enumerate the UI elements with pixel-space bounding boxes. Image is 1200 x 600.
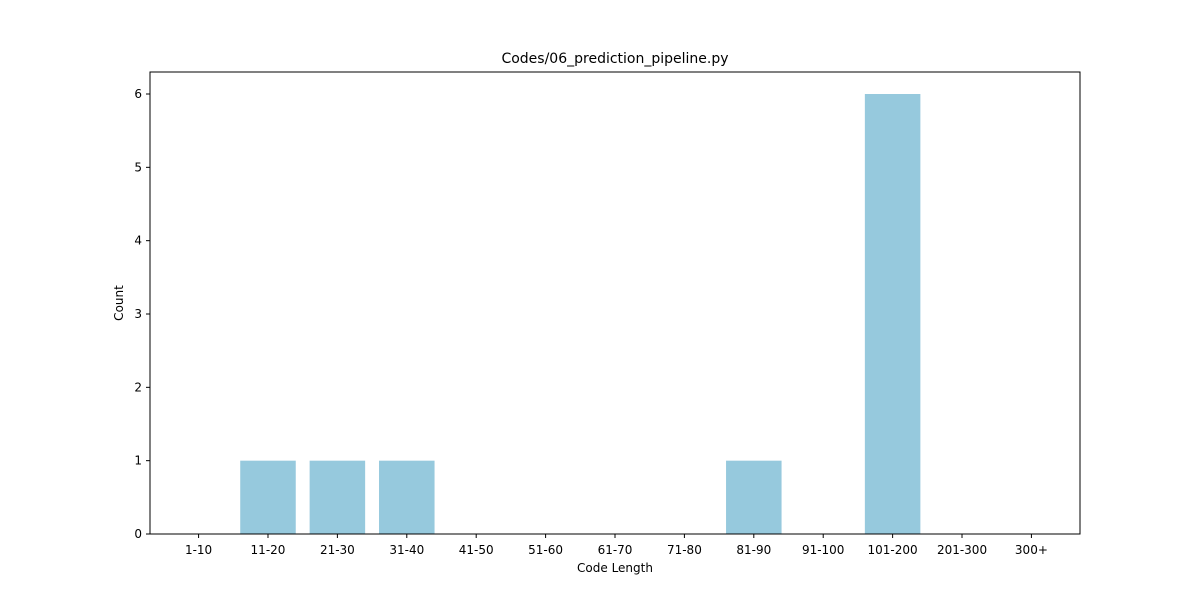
bar-31-40: [379, 460, 435, 534]
x-tick-label: 51-60: [528, 543, 563, 557]
bar-21-30: [309, 460, 366, 534]
bars-group: [240, 94, 921, 534]
x-tick-label: 101-200: [868, 543, 918, 557]
y-axis-ticks: 0 1 2 3 4 5 6: [134, 87, 150, 541]
bar-101-200: [864, 94, 921, 534]
x-tick-label: 21-30: [320, 543, 355, 557]
x-tick-label: 31-40: [389, 543, 424, 557]
x-axis-ticks: 1-10 11-20 21-30 31-40 41-50 51-60 61-70 71-80 8…: [185, 534, 1048, 557]
x-tick-label: 1-10: [185, 543, 212, 557]
y-axis-label: Count: [112, 285, 126, 321]
y-tick-label: 4: [134, 234, 142, 248]
x-tick-label: 201-300: [937, 543, 987, 557]
y-tick-label: 1: [134, 454, 142, 468]
x-tick-label: 300+: [1015, 543, 1048, 557]
y-tick-label: 3: [134, 307, 142, 321]
bar-11-20: [240, 460, 296, 534]
bar-81-90: [726, 460, 782, 534]
x-tick-label: 71-80: [667, 543, 702, 557]
x-tick-label: 81-90: [736, 543, 771, 557]
x-axis-label: Code Length: [577, 561, 653, 575]
x-tick-label: 11-20: [251, 543, 286, 557]
chart-title: Codes/06_prediction_pipeline.py: [501, 51, 728, 67]
plot-frame: [149, 71, 1081, 535]
y-tick-label: 5: [134, 160, 142, 174]
x-tick-label: 41-50: [459, 543, 494, 557]
x-tick-label: 61-70: [598, 543, 633, 557]
x-tick-label: 91-100: [802, 543, 845, 557]
y-tick-label: 6: [134, 87, 142, 101]
y-tick-label: 0: [134, 527, 142, 541]
y-tick-label: 2: [134, 380, 142, 394]
